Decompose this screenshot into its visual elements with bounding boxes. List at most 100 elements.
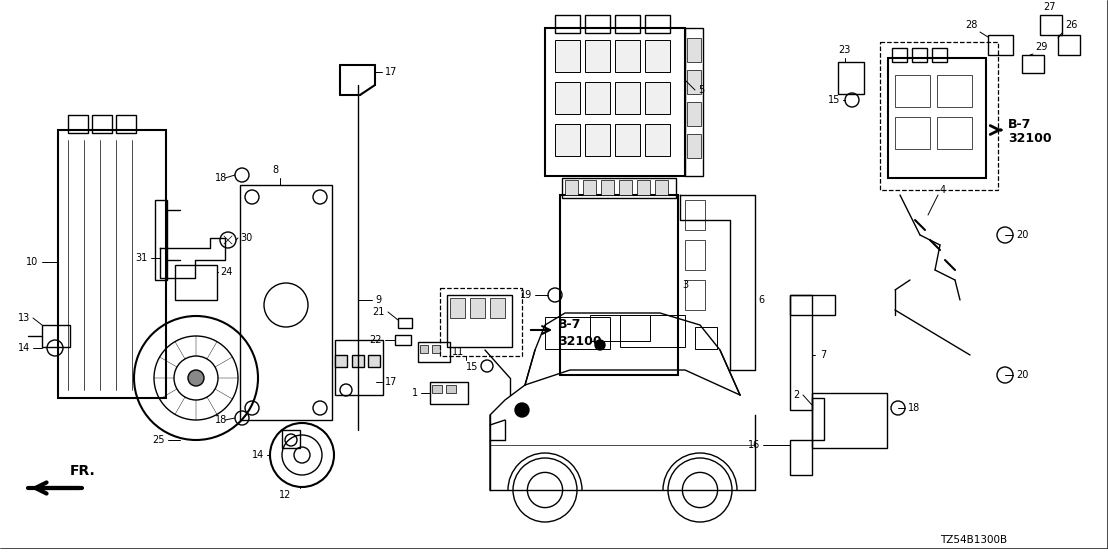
Bar [555, 15, 579, 33]
Bar [1022, 55, 1044, 73]
Text: 20: 20 [1016, 370, 1028, 380]
Bar [790, 440, 812, 475]
Bar [335, 340, 383, 395]
Text: 10: 10 [25, 257, 38, 267]
Bar [912, 48, 927, 62]
Bar [155, 200, 167, 280]
Text: 14: 14 [18, 343, 30, 353]
Bar [687, 38, 701, 62]
Text: 31: 31 [136, 253, 148, 263]
Bar [812, 398, 824, 440]
Text: 18: 18 [907, 403, 921, 413]
Bar [585, 15, 611, 33]
Bar [615, 82, 640, 114]
Bar [116, 115, 136, 133]
Bar [880, 42, 998, 190]
Text: 1: 1 [412, 388, 418, 398]
Bar [555, 82, 579, 114]
Bar [615, 15, 640, 33]
Bar [440, 288, 522, 356]
Circle shape [515, 403, 529, 417]
Bar [447, 295, 512, 347]
Text: 17: 17 [384, 67, 398, 77]
Bar [562, 178, 676, 198]
Text: 3: 3 [683, 280, 688, 290]
Bar [685, 280, 705, 310]
Text: 15: 15 [466, 362, 479, 372]
Bar [790, 295, 812, 410]
Bar [687, 70, 701, 94]
Text: 19: 19 [520, 290, 532, 300]
Text: 30: 30 [240, 233, 253, 243]
Text: 26: 26 [1065, 20, 1077, 30]
Text: 9: 9 [375, 295, 381, 305]
Text: 16: 16 [748, 440, 760, 450]
Text: 14: 14 [252, 450, 264, 460]
Bar [937, 75, 972, 107]
Bar [545, 317, 611, 349]
Bar [888, 58, 986, 178]
Bar [645, 124, 670, 156]
Text: 5: 5 [698, 85, 705, 95]
Bar [790, 295, 835, 315]
Text: 29: 29 [1035, 42, 1047, 52]
Bar [42, 325, 70, 347]
Bar [447, 385, 456, 393]
Text: 21: 21 [372, 307, 384, 317]
Bar [583, 180, 596, 195]
Circle shape [595, 340, 605, 350]
Text: TZ54B1300B: TZ54B1300B [940, 535, 1007, 545]
Bar [555, 124, 579, 156]
Text: 22: 22 [369, 335, 382, 345]
Bar [620, 315, 685, 347]
Bar [838, 62, 864, 94]
Bar [615, 124, 640, 156]
Bar [418, 342, 450, 362]
Bar [585, 40, 611, 72]
Bar [895, 75, 930, 107]
Bar [645, 15, 670, 33]
Bar [988, 35, 1013, 55]
Text: 12: 12 [279, 490, 291, 500]
Bar [394, 335, 411, 345]
Bar [637, 180, 650, 195]
Bar [589, 315, 650, 341]
Bar [560, 195, 678, 375]
Bar [398, 318, 412, 328]
Bar [368, 355, 380, 367]
Bar [685, 28, 702, 176]
Bar [695, 327, 717, 349]
Bar [565, 180, 578, 195]
Text: 13: 13 [18, 313, 30, 323]
Bar [335, 355, 347, 367]
Bar [685, 200, 705, 230]
Bar [450, 298, 465, 318]
Bar [352, 355, 365, 367]
Circle shape [188, 370, 204, 386]
Bar [812, 393, 888, 448]
Text: 20: 20 [1016, 230, 1028, 240]
Bar [585, 124, 611, 156]
Bar [240, 185, 332, 420]
Bar [1058, 35, 1080, 55]
Text: 6: 6 [758, 295, 765, 305]
Bar [932, 48, 947, 62]
Text: 11: 11 [452, 347, 464, 357]
Bar [655, 180, 668, 195]
Bar [615, 40, 640, 72]
Text: 2: 2 [793, 390, 800, 400]
Text: 8: 8 [271, 165, 278, 175]
Bar [555, 40, 579, 72]
Bar [687, 134, 701, 158]
Bar [432, 385, 442, 393]
Bar [175, 265, 217, 300]
Text: 27: 27 [1044, 2, 1056, 12]
Text: 4: 4 [940, 185, 946, 195]
Bar [545, 28, 685, 176]
Bar [283, 430, 300, 448]
Text: 32100: 32100 [558, 335, 602, 348]
Bar [645, 82, 670, 114]
Bar [432, 345, 440, 353]
Text: 7: 7 [820, 350, 827, 360]
Bar [68, 115, 88, 133]
